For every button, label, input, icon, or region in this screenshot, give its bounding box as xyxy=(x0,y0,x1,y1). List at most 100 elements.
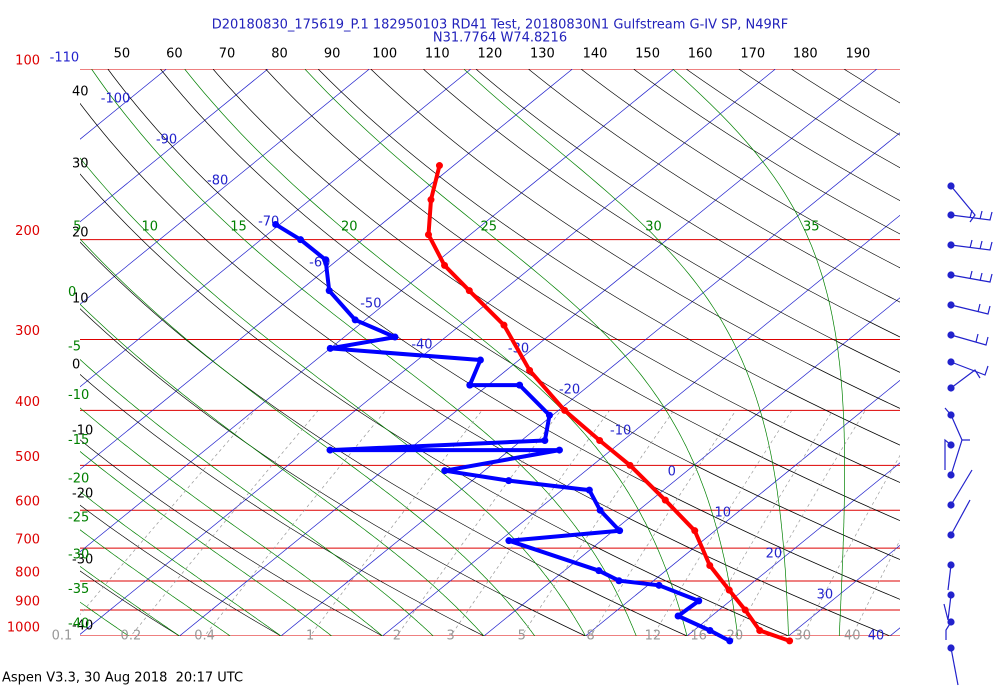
moist-adiabat xyxy=(672,69,845,636)
moist-adiabat xyxy=(304,69,739,636)
dry-adiabat xyxy=(80,373,485,636)
moist-adiabat-label: -25 xyxy=(68,510,89,525)
dry-adiabat xyxy=(80,439,384,636)
profile-point xyxy=(325,287,333,295)
dry-adiabat xyxy=(738,69,900,169)
profile-point xyxy=(585,486,593,494)
wind-barb xyxy=(947,564,952,591)
dry-adiabat-label: 10 xyxy=(72,292,89,307)
moist-adiabat xyxy=(80,303,485,636)
moist-adiabat-label: 20 xyxy=(341,220,358,235)
mixing-ratio-line xyxy=(450,410,610,636)
isotherm xyxy=(80,69,472,388)
moist-adiabat-label: -5 xyxy=(68,340,81,355)
wind-barb xyxy=(944,407,963,441)
y-tick-label: 500 xyxy=(15,450,40,465)
moist-adiabat xyxy=(80,358,434,636)
profile-point xyxy=(526,366,534,374)
isotherm-label: 30 xyxy=(817,588,834,603)
dry-adiabat-label: -40 xyxy=(72,619,93,634)
y-tick-label: 400 xyxy=(15,395,40,410)
moist-adiabat xyxy=(80,565,181,636)
y-tick-label: 300 xyxy=(15,324,40,339)
dry-adiabat-label: -20 xyxy=(72,487,93,502)
moist-adiabat xyxy=(80,491,282,636)
moist-adiabat xyxy=(80,529,231,636)
y-tick-label: 700 xyxy=(15,533,40,548)
profile-point xyxy=(505,537,513,545)
dry-adiabat xyxy=(633,69,900,235)
mixing-ratio-label: 1 xyxy=(306,629,314,644)
dry-adiabat-label: -30 xyxy=(72,553,93,568)
y-tick-label: 100 xyxy=(15,54,40,69)
dry-adiabat xyxy=(475,69,900,338)
y-tick-label: 200 xyxy=(15,224,40,239)
y-tick-label: 1000 xyxy=(7,621,40,636)
moist-adiabat-label: 30 xyxy=(645,220,662,235)
chart-subtitle: N31.7764 W74.8216 xyxy=(433,31,567,46)
dry-adiabat-label: 30 xyxy=(72,157,89,172)
moist-adiabat-label: -40 xyxy=(68,617,89,632)
isotherm xyxy=(787,544,900,636)
moist-adiabat-label: -35 xyxy=(68,582,89,597)
dry-adiabat-label: 160 xyxy=(688,47,713,62)
isotherm xyxy=(381,214,900,636)
wind-barb xyxy=(950,239,993,251)
mixing-ratio-label: 3 xyxy=(447,629,455,644)
isotherm-label: 20 xyxy=(766,547,783,562)
dry-adiabat-label: 20 xyxy=(72,226,89,241)
wind-barb xyxy=(950,469,973,506)
wind-barb xyxy=(950,185,976,223)
dry-adiabat xyxy=(685,69,900,202)
mixing-ratio-label: 40 xyxy=(844,629,861,644)
dry-adiabat-label: 80 xyxy=(271,47,288,62)
dry-adiabat xyxy=(423,69,900,373)
moist-adiabat-label: 35 xyxy=(803,220,820,235)
profile-point xyxy=(706,627,714,635)
mixing-ratio-label: 30 xyxy=(794,629,811,644)
profile-point xyxy=(427,196,435,204)
profile-point xyxy=(756,627,764,635)
dry-adiabat xyxy=(370,69,900,409)
moist-adiabat-label: 25 xyxy=(480,220,497,235)
dry-adiabat-label: 150 xyxy=(635,47,660,62)
moist-adiabat-label: 0 xyxy=(68,285,76,300)
dry-adiabat-label: 170 xyxy=(740,47,765,62)
isotherm xyxy=(686,462,900,636)
mixing-ratio-label: 16 xyxy=(690,629,707,644)
moist-adiabat xyxy=(80,407,384,636)
profile-point xyxy=(272,220,280,228)
dry-adiabat xyxy=(107,69,900,600)
dry-adiabat xyxy=(80,102,891,636)
isotherm xyxy=(80,69,269,223)
dry-adiabat xyxy=(80,308,587,636)
dry-adiabat-label: 70 xyxy=(219,47,236,62)
isotherm xyxy=(80,69,370,305)
moist-adiabat-label: 15 xyxy=(230,220,247,235)
profile-point xyxy=(726,637,734,645)
wind-barbs xyxy=(943,182,993,686)
mixing-ratio-line xyxy=(590,410,736,636)
mixing-ratio-line xyxy=(80,410,255,616)
chart-title: D20180830_175619_P.1 182950103 RD41 Test… xyxy=(212,18,789,33)
isotherm-label: -110 xyxy=(50,51,80,66)
profile-point xyxy=(616,527,624,535)
moist-adiabat-label: 5 xyxy=(73,220,81,235)
dry-adiabat-label: 60 xyxy=(166,47,183,62)
profile-point xyxy=(615,577,623,585)
profile-point xyxy=(297,236,305,244)
dry-adiabat-label: 50 xyxy=(114,47,131,62)
dry-adiabat-label: 130 xyxy=(530,47,555,62)
wind-barb xyxy=(950,209,993,221)
wind-barb xyxy=(944,438,952,470)
dry-adiabat xyxy=(160,69,900,560)
isotherm xyxy=(80,69,573,470)
profile-point xyxy=(516,381,524,389)
isotherm xyxy=(280,132,900,636)
wind-barb xyxy=(950,270,993,283)
isotherm-label: 40 xyxy=(868,629,885,644)
moist-adiabat-label: 10 xyxy=(141,220,158,235)
dry-adiabat-label: 0 xyxy=(72,358,80,373)
moist-adiabat-label: -15 xyxy=(68,433,89,448)
